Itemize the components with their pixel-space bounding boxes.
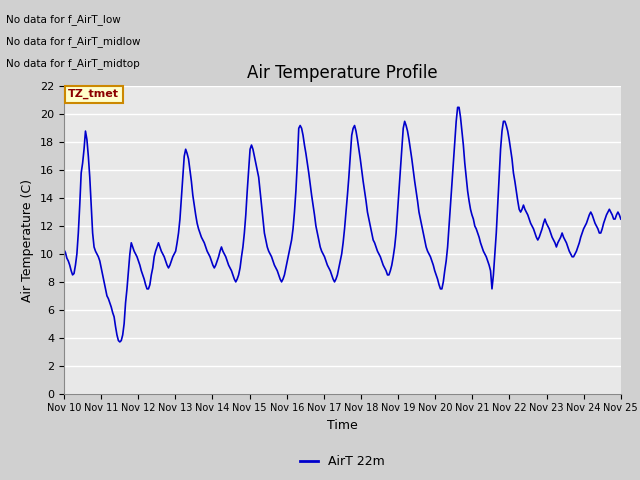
Text: No data for f_AirT_midtop: No data for f_AirT_midtop xyxy=(6,58,140,69)
Y-axis label: Air Temperature (C): Air Temperature (C) xyxy=(22,179,35,301)
Title: Air Temperature Profile: Air Temperature Profile xyxy=(247,64,438,82)
X-axis label: Time: Time xyxy=(327,419,358,432)
Text: TZ_tmet: TZ_tmet xyxy=(68,89,119,99)
Text: No data for f_AirT_low: No data for f_AirT_low xyxy=(6,14,121,25)
Legend: AirT 22m: AirT 22m xyxy=(294,450,390,473)
Text: No data for f_AirT_midlow: No data for f_AirT_midlow xyxy=(6,36,141,47)
